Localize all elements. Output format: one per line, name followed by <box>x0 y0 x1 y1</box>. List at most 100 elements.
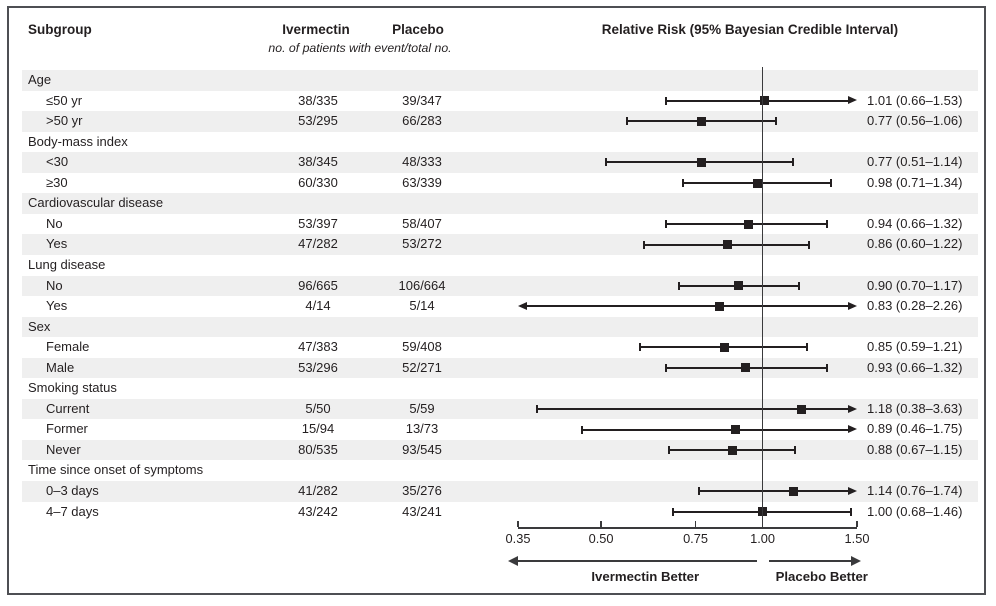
left-arrow-line <box>518 560 757 562</box>
x-axis-line <box>518 527 857 529</box>
ivermectin-value: 5/50 <box>305 400 331 416</box>
subgroup-row: 4–7 days 43/242 43/241 1.00 (0.68–1.46) <box>22 502 978 523</box>
axis-tick <box>600 521 602 527</box>
ci-line <box>581 428 849 431</box>
subgroup-row: ≤50 yr 38/335 39/347 1.01 (0.66–1.53) <box>22 91 978 112</box>
placebo-value: 5/59 <box>409 400 435 416</box>
plot-title: Relative Risk (95% Bayesian Credible Int… <box>601 22 899 37</box>
subgroup-row: 0–3 days 41/282 35/276 1.14 (0.76–1.74) <box>22 481 978 502</box>
subgroup-row: Male 53/296 52/271 0.93 (0.66–1.32) <box>22 357 978 379</box>
group-row: Cardiovascular disease <box>22 193 978 214</box>
point-estimate-marker <box>714 301 724 311</box>
figure-border <box>7 6 986 595</box>
axis-tick <box>856 521 858 527</box>
ci-cap-right <box>826 363 829 372</box>
ci-truncation-arrow-right-icon <box>848 486 857 495</box>
row-label: Male <box>46 359 75 375</box>
ivermectin-value: 41/282 <box>298 483 338 498</box>
row-label: Age <box>28 72 52 87</box>
ivermectin-value: 47/282 <box>298 236 338 252</box>
rr-ci-label: 0.94 (0.66–1.32) <box>867 215 963 231</box>
ivermectin-value: 38/335 <box>298 92 338 108</box>
ci-cap-right <box>826 220 829 229</box>
rr-ci-label: 0.98 (0.71–1.34) <box>867 174 963 190</box>
row-label: Cardiovascular disease <box>28 195 164 211</box>
rr-ci-label: 1.00 (0.68–1.46) <box>867 503 963 519</box>
subgroup-row: >50 yr 53/295 66/283 0.77 (0.56–1.06) <box>22 111 978 132</box>
ci-cap-right <box>775 117 778 126</box>
axis-tick-label: 1.00 <box>750 531 775 546</box>
row-label: Former <box>46 421 88 437</box>
point-estimate-marker <box>753 178 763 188</box>
ivermectin-value: 47/383 <box>298 339 338 355</box>
row-label: ≤50 yr <box>46 92 83 108</box>
group-row: Sex <box>22 316 978 338</box>
right-arrow-line <box>768 560 851 562</box>
ci-cap-left <box>536 405 539 414</box>
ci-cap-left <box>671 507 674 516</box>
ivermectin-value: 4/14 <box>305 298 331 314</box>
axis-tick <box>517 521 519 527</box>
ci-cap-left <box>664 220 667 229</box>
placebo-value: 52/271 <box>402 359 442 375</box>
point-estimate-marker <box>728 445 738 455</box>
ci-cap-left <box>626 117 629 126</box>
rr-ci-label: 0.89 (0.46–1.75) <box>867 421 963 437</box>
row-label: Current <box>46 400 90 416</box>
ivermectin-value: 38/345 <box>298 154 338 170</box>
ci-truncation-arrow-left-icon <box>518 301 527 310</box>
column-header-placebo: Placebo <box>392 22 444 37</box>
row-label: <30 <box>46 154 69 170</box>
ci-line <box>526 305 849 308</box>
subgroup-row: Female 47/383 59/408 0.85 (0.59–1.21) <box>22 337 978 358</box>
placebo-value: 58/407 <box>402 215 442 231</box>
placebo-value: 106/664 <box>398 277 446 293</box>
placebo-value: 53/272 <box>402 236 442 252</box>
rr-ci-label: 0.85 (0.59–1.21) <box>867 339 963 355</box>
placebo-value: 43/241 <box>402 503 442 519</box>
axis-tick <box>761 521 764 527</box>
ivermectin-value: 80/535 <box>298 441 338 457</box>
row-label: Yes <box>46 236 68 252</box>
rr-ci-label: 1.18 (0.38–3.63) <box>867 400 963 416</box>
ci-cap-right <box>849 507 852 516</box>
ci-cap-left <box>604 158 607 167</box>
ci-cap-right <box>792 158 795 167</box>
subgroup-row: <30 38/345 48/333 0.77 (0.51–1.14) <box>22 152 978 173</box>
ci-cap-left <box>678 281 681 290</box>
ivermectin-value: 15/94 <box>301 421 335 437</box>
axis-tick-label: 1.50 <box>844 531 870 546</box>
ivermectin-value: 53/295 <box>298 113 338 129</box>
ivermectin-value: 60/330 <box>298 174 338 190</box>
placebo-value: 93/545 <box>402 441 442 457</box>
axis-tick <box>694 521 697 527</box>
axis-tick-label: 0.35 <box>505 531 531 546</box>
row-label: Lung disease <box>28 256 106 272</box>
rr-ci-label: 0.77 (0.51–1.14) <box>867 154 963 170</box>
subgroup-row: Current 5/50 5/59 1.18 (0.38–3.63) <box>22 398 978 420</box>
ci-truncation-arrow-right-icon <box>848 96 857 105</box>
point-estimate-marker <box>722 240 732 250</box>
column-header-subgroup: Subgroup <box>28 22 92 37</box>
subgroup-row: No 96/665 106/664 0.90 (0.70–1.17) <box>22 275 978 297</box>
right-arrowhead-icon <box>851 555 861 566</box>
left-arrowhead-icon <box>508 555 518 566</box>
point-estimate-marker <box>796 404 806 414</box>
group-row: Body-mass index <box>22 132 978 153</box>
ivermectin-value: 53/296 <box>298 359 338 375</box>
placebo-better-label: Placebo Better <box>775 569 868 584</box>
row-label: No <box>46 215 63 231</box>
row-label: 4–7 days <box>46 503 99 519</box>
placebo-value: 39/347 <box>402 92 442 108</box>
point-estimate-marker <box>733 281 743 291</box>
subgroup-row: Yes 47/282 53/272 0.86 (0.60–1.22) <box>22 234 978 255</box>
point-estimate-marker <box>720 342 730 352</box>
ci-cap-left <box>664 96 667 105</box>
row-label: Female <box>46 339 90 355</box>
rr-ci-label: 0.88 (0.67–1.15) <box>867 441 963 457</box>
axis-tick-label: 0.50 <box>588 531 614 546</box>
ci-cap-right <box>805 343 808 352</box>
placebo-value: 13/73 <box>405 421 439 437</box>
ci-truncation-arrow-right-icon <box>848 425 857 434</box>
rr-ci-label: 0.86 (0.60–1.22) <box>867 236 963 252</box>
